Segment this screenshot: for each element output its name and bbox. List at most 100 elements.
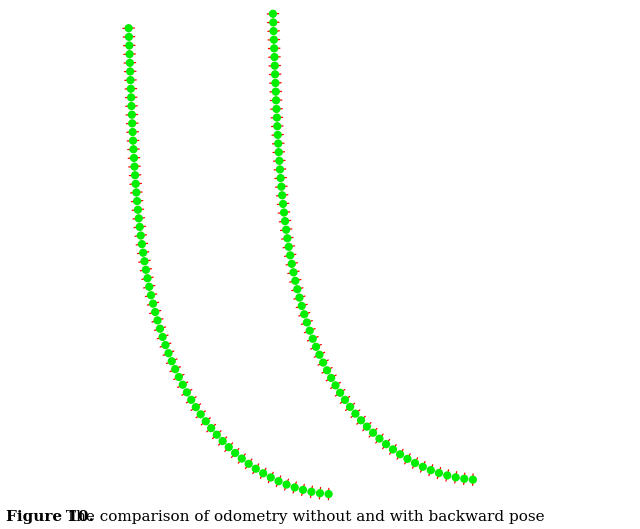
- Point: [127, 111, 137, 119]
- Point: [269, 61, 280, 70]
- Point: [368, 428, 378, 437]
- Point: [442, 471, 452, 480]
- Point: [268, 27, 278, 35]
- Point: [308, 334, 318, 343]
- Point: [127, 119, 138, 127]
- Point: [124, 41, 134, 50]
- Point: [127, 128, 138, 136]
- Point: [270, 79, 280, 87]
- Point: [403, 454, 413, 463]
- Point: [136, 231, 146, 240]
- Point: [362, 422, 372, 431]
- Point: [271, 105, 282, 113]
- Point: [152, 316, 163, 325]
- Point: [282, 480, 292, 489]
- Point: [148, 299, 158, 308]
- Point: [230, 449, 240, 457]
- Point: [374, 434, 385, 443]
- Point: [125, 67, 135, 76]
- Point: [128, 136, 138, 145]
- Point: [268, 10, 278, 18]
- Point: [201, 417, 211, 425]
- Point: [182, 388, 192, 397]
- Point: [138, 249, 148, 257]
- Point: [125, 59, 135, 67]
- Point: [140, 257, 150, 266]
- Point: [356, 416, 366, 424]
- Point: [418, 462, 428, 471]
- Point: [302, 318, 312, 327]
- Point: [287, 260, 297, 268]
- Point: [297, 302, 307, 310]
- Point: [129, 162, 140, 171]
- Point: [269, 35, 279, 44]
- Point: [130, 171, 140, 179]
- Point: [170, 365, 180, 373]
- Point: [161, 341, 171, 349]
- Point: [285, 251, 295, 260]
- Point: [340, 396, 350, 404]
- Point: [212, 431, 222, 439]
- Point: [281, 225, 291, 234]
- Point: [251, 464, 261, 473]
- Point: [155, 324, 165, 333]
- Point: [134, 214, 144, 223]
- Point: [132, 197, 142, 205]
- Point: [275, 165, 285, 174]
- Point: [277, 191, 287, 199]
- Point: [124, 50, 134, 58]
- Point: [131, 180, 141, 188]
- Point: [271, 87, 281, 96]
- Point: [292, 285, 303, 294]
- Point: [258, 469, 268, 478]
- Point: [268, 18, 278, 26]
- Point: [298, 486, 308, 494]
- Point: [315, 489, 325, 497]
- Point: [206, 424, 216, 432]
- Point: [142, 274, 152, 282]
- Point: [294, 294, 305, 302]
- Point: [173, 373, 184, 381]
- Point: [166, 357, 177, 366]
- Point: [410, 459, 420, 467]
- Point: [322, 366, 332, 375]
- Point: [388, 445, 398, 454]
- Point: [451, 473, 461, 481]
- Point: [284, 243, 294, 251]
- Point: [124, 33, 134, 41]
- Point: [307, 488, 317, 496]
- Point: [299, 310, 309, 318]
- Point: [137, 240, 147, 248]
- Point: [124, 24, 134, 32]
- Point: [273, 139, 284, 148]
- Text: The comparison of odometry without and with backward pose: The comparison of odometry without and w…: [61, 510, 545, 524]
- Point: [381, 440, 391, 449]
- Point: [126, 102, 136, 111]
- Point: [125, 85, 136, 93]
- Point: [279, 208, 289, 217]
- Point: [335, 388, 345, 397]
- Point: [282, 234, 292, 242]
- Point: [270, 70, 280, 79]
- Point: [434, 469, 444, 477]
- Point: [274, 157, 284, 165]
- Point: [280, 217, 290, 225]
- Point: [314, 351, 324, 359]
- Point: [146, 291, 156, 299]
- Point: [129, 145, 139, 153]
- Point: [223, 443, 234, 451]
- Point: [330, 381, 340, 390]
- Point: [350, 409, 360, 418]
- Point: [266, 473, 276, 482]
- Point: [311, 343, 321, 351]
- Point: [244, 460, 254, 468]
- Point: [131, 188, 141, 197]
- Point: [186, 396, 196, 404]
- Point: [275, 174, 285, 183]
- Point: [323, 490, 333, 498]
- Point: [178, 380, 188, 389]
- Point: [326, 373, 336, 382]
- Point: [459, 475, 469, 483]
- Point: [273, 477, 284, 486]
- Point: [134, 223, 145, 231]
